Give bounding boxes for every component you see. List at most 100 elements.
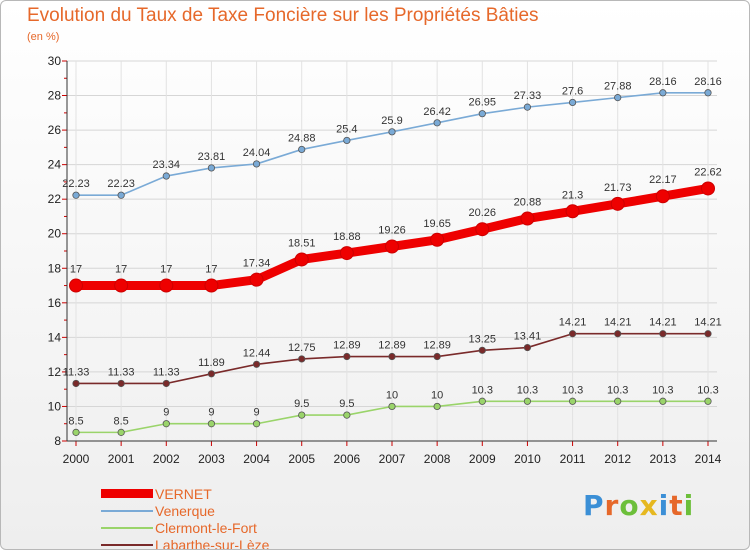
logo-letter: o: [619, 489, 640, 522]
x-tick-label: 2012: [604, 452, 631, 466]
data-point: [475, 222, 490, 237]
logo-letter: t: [669, 489, 684, 522]
data-point: [343, 352, 351, 361]
data-point: [568, 397, 577, 405]
data-point: [523, 103, 532, 111]
data-point: [433, 352, 441, 361]
data-label: 12.44: [243, 347, 271, 359]
data-point: [655, 189, 670, 204]
data-point: [565, 204, 580, 219]
data-label: 9.5: [339, 398, 354, 410]
x-tick-label: 2011: [560, 452, 586, 466]
data-label: 17: [115, 264, 127, 276]
y-tick-label: 22: [48, 192, 62, 206]
data-label: 24.04: [243, 147, 271, 159]
data-label: 14.21: [649, 317, 677, 329]
legend-item: VERNET: [101, 485, 269, 502]
data-label: 12.89: [378, 340, 406, 352]
data-point: [69, 278, 83, 293]
data-label: 27.6: [562, 85, 583, 97]
data-point: [204, 278, 219, 293]
data-label: 13.41: [514, 331, 542, 343]
data-label: 19.65: [423, 218, 451, 230]
data-point: [478, 110, 486, 118]
data-point: [294, 252, 309, 267]
data-label: 18.88: [333, 231, 361, 243]
data-label: 22.17: [649, 174, 677, 186]
data-label: 22.23: [107, 178, 135, 190]
data-label: 8.5: [113, 415, 128, 427]
data-point: [659, 89, 667, 97]
data-label: 14.21: [559, 317, 587, 329]
data-point: [433, 119, 441, 127]
data-label: 25.9: [381, 115, 402, 127]
data-point: [207, 420, 216, 428]
data-label: 10.3: [652, 384, 673, 396]
data-label: 9.5: [294, 398, 309, 410]
data-label: 17: [70, 264, 82, 276]
data-point: [659, 397, 667, 405]
data-point: [614, 94, 622, 102]
data-label: 22.23: [62, 178, 90, 190]
data-label: 17.34: [243, 258, 271, 270]
data-point: [478, 397, 486, 405]
data-label: 9: [208, 407, 214, 419]
data-label: 10: [431, 389, 443, 401]
data-point: [614, 397, 622, 405]
legend-swatch: [101, 489, 153, 498]
series-layer: [69, 89, 715, 436]
y-tick-label: 12: [48, 365, 62, 379]
data-point: [117, 428, 125, 436]
data-point: [388, 402, 396, 411]
data-point: [252, 160, 261, 168]
data-point: [162, 172, 170, 180]
x-tick-label: 2007: [379, 452, 406, 466]
legend-label: Clermont-le-Fort: [155, 519, 257, 536]
legend-label: Venerque: [155, 502, 215, 519]
y-tick-label: 30: [48, 54, 62, 68]
axes: 8 10 12 14 16 18 20 22 24 26 28 30 2000 2001 2002 2003 2…: [48, 54, 722, 466]
data-point: [162, 379, 170, 388]
data-point: [704, 397, 712, 405]
data-label: 12.89: [333, 340, 361, 352]
data-point: [72, 379, 80, 388]
data-point: [114, 278, 129, 293]
data-label: 11.33: [108, 366, 135, 378]
y-tick-label: 20: [48, 227, 62, 241]
legend-label: VERNET: [155, 485, 212, 502]
logo-letter: x: [639, 489, 659, 522]
legend-label: Labarthe-sur-Lèze: [155, 536, 270, 550]
data-point: [117, 191, 125, 199]
data-point: [298, 145, 306, 154]
chart-unit: (en %): [27, 31, 60, 43]
legend-item: Venerque: [101, 502, 269, 519]
data-label: 10.3: [607, 384, 628, 396]
x-tick-label: 2005: [288, 452, 315, 466]
data-label: 28.16: [649, 76, 677, 88]
data-label: 17: [160, 264, 172, 276]
data-label: 10.3: [472, 384, 493, 396]
data-point: [385, 239, 399, 254]
data-label: 10: [386, 389, 398, 401]
y-tick-label: 18: [48, 261, 62, 275]
data-label: 14.21: [604, 317, 632, 329]
data-label: 19.26: [378, 225, 406, 237]
data-label: 14.21: [694, 317, 722, 329]
data-label: 27.33: [514, 90, 542, 102]
data-point: [523, 397, 532, 405]
data-label: 23.81: [198, 151, 226, 163]
x-tick-label: 2008: [424, 452, 451, 466]
data-point: [298, 411, 306, 419]
y-tick-label: 24: [48, 158, 62, 172]
x-tick-label: 2014: [695, 452, 722, 466]
data-label: 23.34: [153, 159, 181, 171]
data-point: [701, 181, 715, 196]
data-point: [704, 330, 712, 338]
data-point: [72, 191, 80, 199]
data-label: 17: [205, 264, 217, 276]
data-point: [614, 330, 622, 338]
data-label: 26.42: [423, 106, 451, 118]
legend-item: Clermont-le-Fort: [101, 519, 269, 536]
x-tick-label: 2002: [153, 452, 180, 466]
